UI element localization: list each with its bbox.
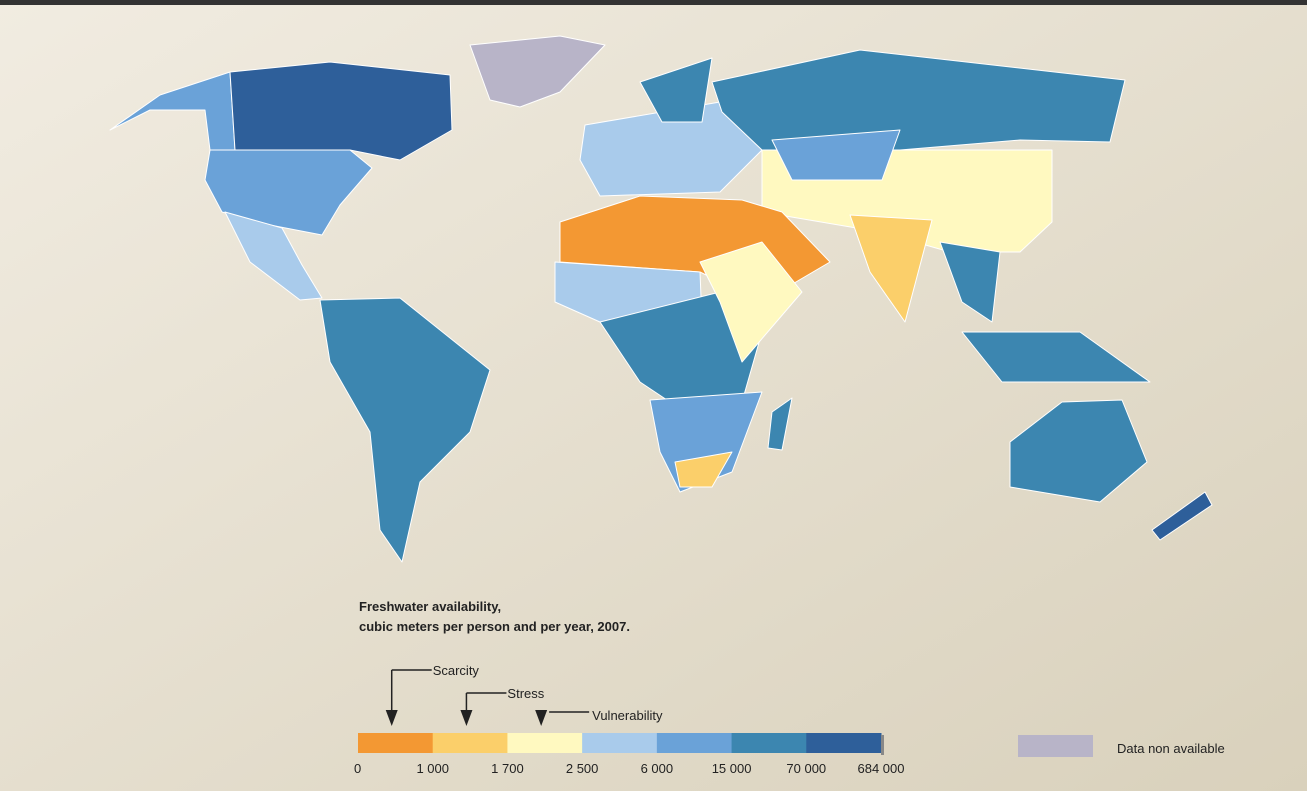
south-africa <box>674 451 733 488</box>
annotation-label: Scarcity <box>433 663 480 678</box>
canada <box>229 61 453 161</box>
legend-swatch <box>656 733 733 753</box>
greenland <box>469 35 606 108</box>
russia <box>711 49 1126 151</box>
legend-shadow <box>881 735 884 755</box>
usa <box>204 149 373 236</box>
legend-tick-label: 1 000 <box>416 761 449 776</box>
legend-tick-label: 6 000 <box>641 761 674 776</box>
legend-tick-label: 70 000 <box>786 761 826 776</box>
no-data-label: Data non available <box>1117 741 1225 756</box>
madagascar <box>767 397 793 451</box>
arrow-head <box>535 710 548 726</box>
mexico <box>224 211 323 301</box>
legend-title: Freshwater availability, <box>359 599 501 614</box>
south-america <box>319 297 491 563</box>
legend-tick-label: 15 000 <box>712 761 752 776</box>
legend-swatch <box>582 733 658 753</box>
scandinavia <box>639 57 713 123</box>
southeast-asia <box>939 241 1001 323</box>
annotation-label: Vulnerability <box>592 708 663 723</box>
arrow-head <box>385 710 398 726</box>
legend-swatch <box>358 733 434 753</box>
world-map <box>109 35 1213 563</box>
legend: 0 1 000 1 700 2 500 6 000 15 000 70 000 684 000… <box>354 663 905 776</box>
legend-title: cubic meters per person and per year, 20… <box>359 619 630 634</box>
legend-tick-label: 684 000 <box>858 761 905 776</box>
australia <box>1009 399 1148 503</box>
new-zealand <box>1151 491 1213 541</box>
arrow-head <box>460 710 473 726</box>
legend-swatch <box>507 733 583 753</box>
legend-tick-label: 0 <box>354 761 361 776</box>
annotation-label: Stress <box>507 686 544 701</box>
east-africa <box>699 241 803 363</box>
kazakhstan <box>771 129 901 181</box>
top-bar <box>0 0 1307 5</box>
legend-swatch <box>731 733 807 753</box>
no-data-swatch <box>1018 735 1093 757</box>
legend-tick-label: 1 700 <box>491 761 524 776</box>
legend-tick-label: 2 500 <box>566 761 599 776</box>
india <box>849 214 933 323</box>
indonesia <box>961 331 1151 383</box>
legend-swatch <box>432 733 508 753</box>
legend-swatch <box>806 733 882 753</box>
